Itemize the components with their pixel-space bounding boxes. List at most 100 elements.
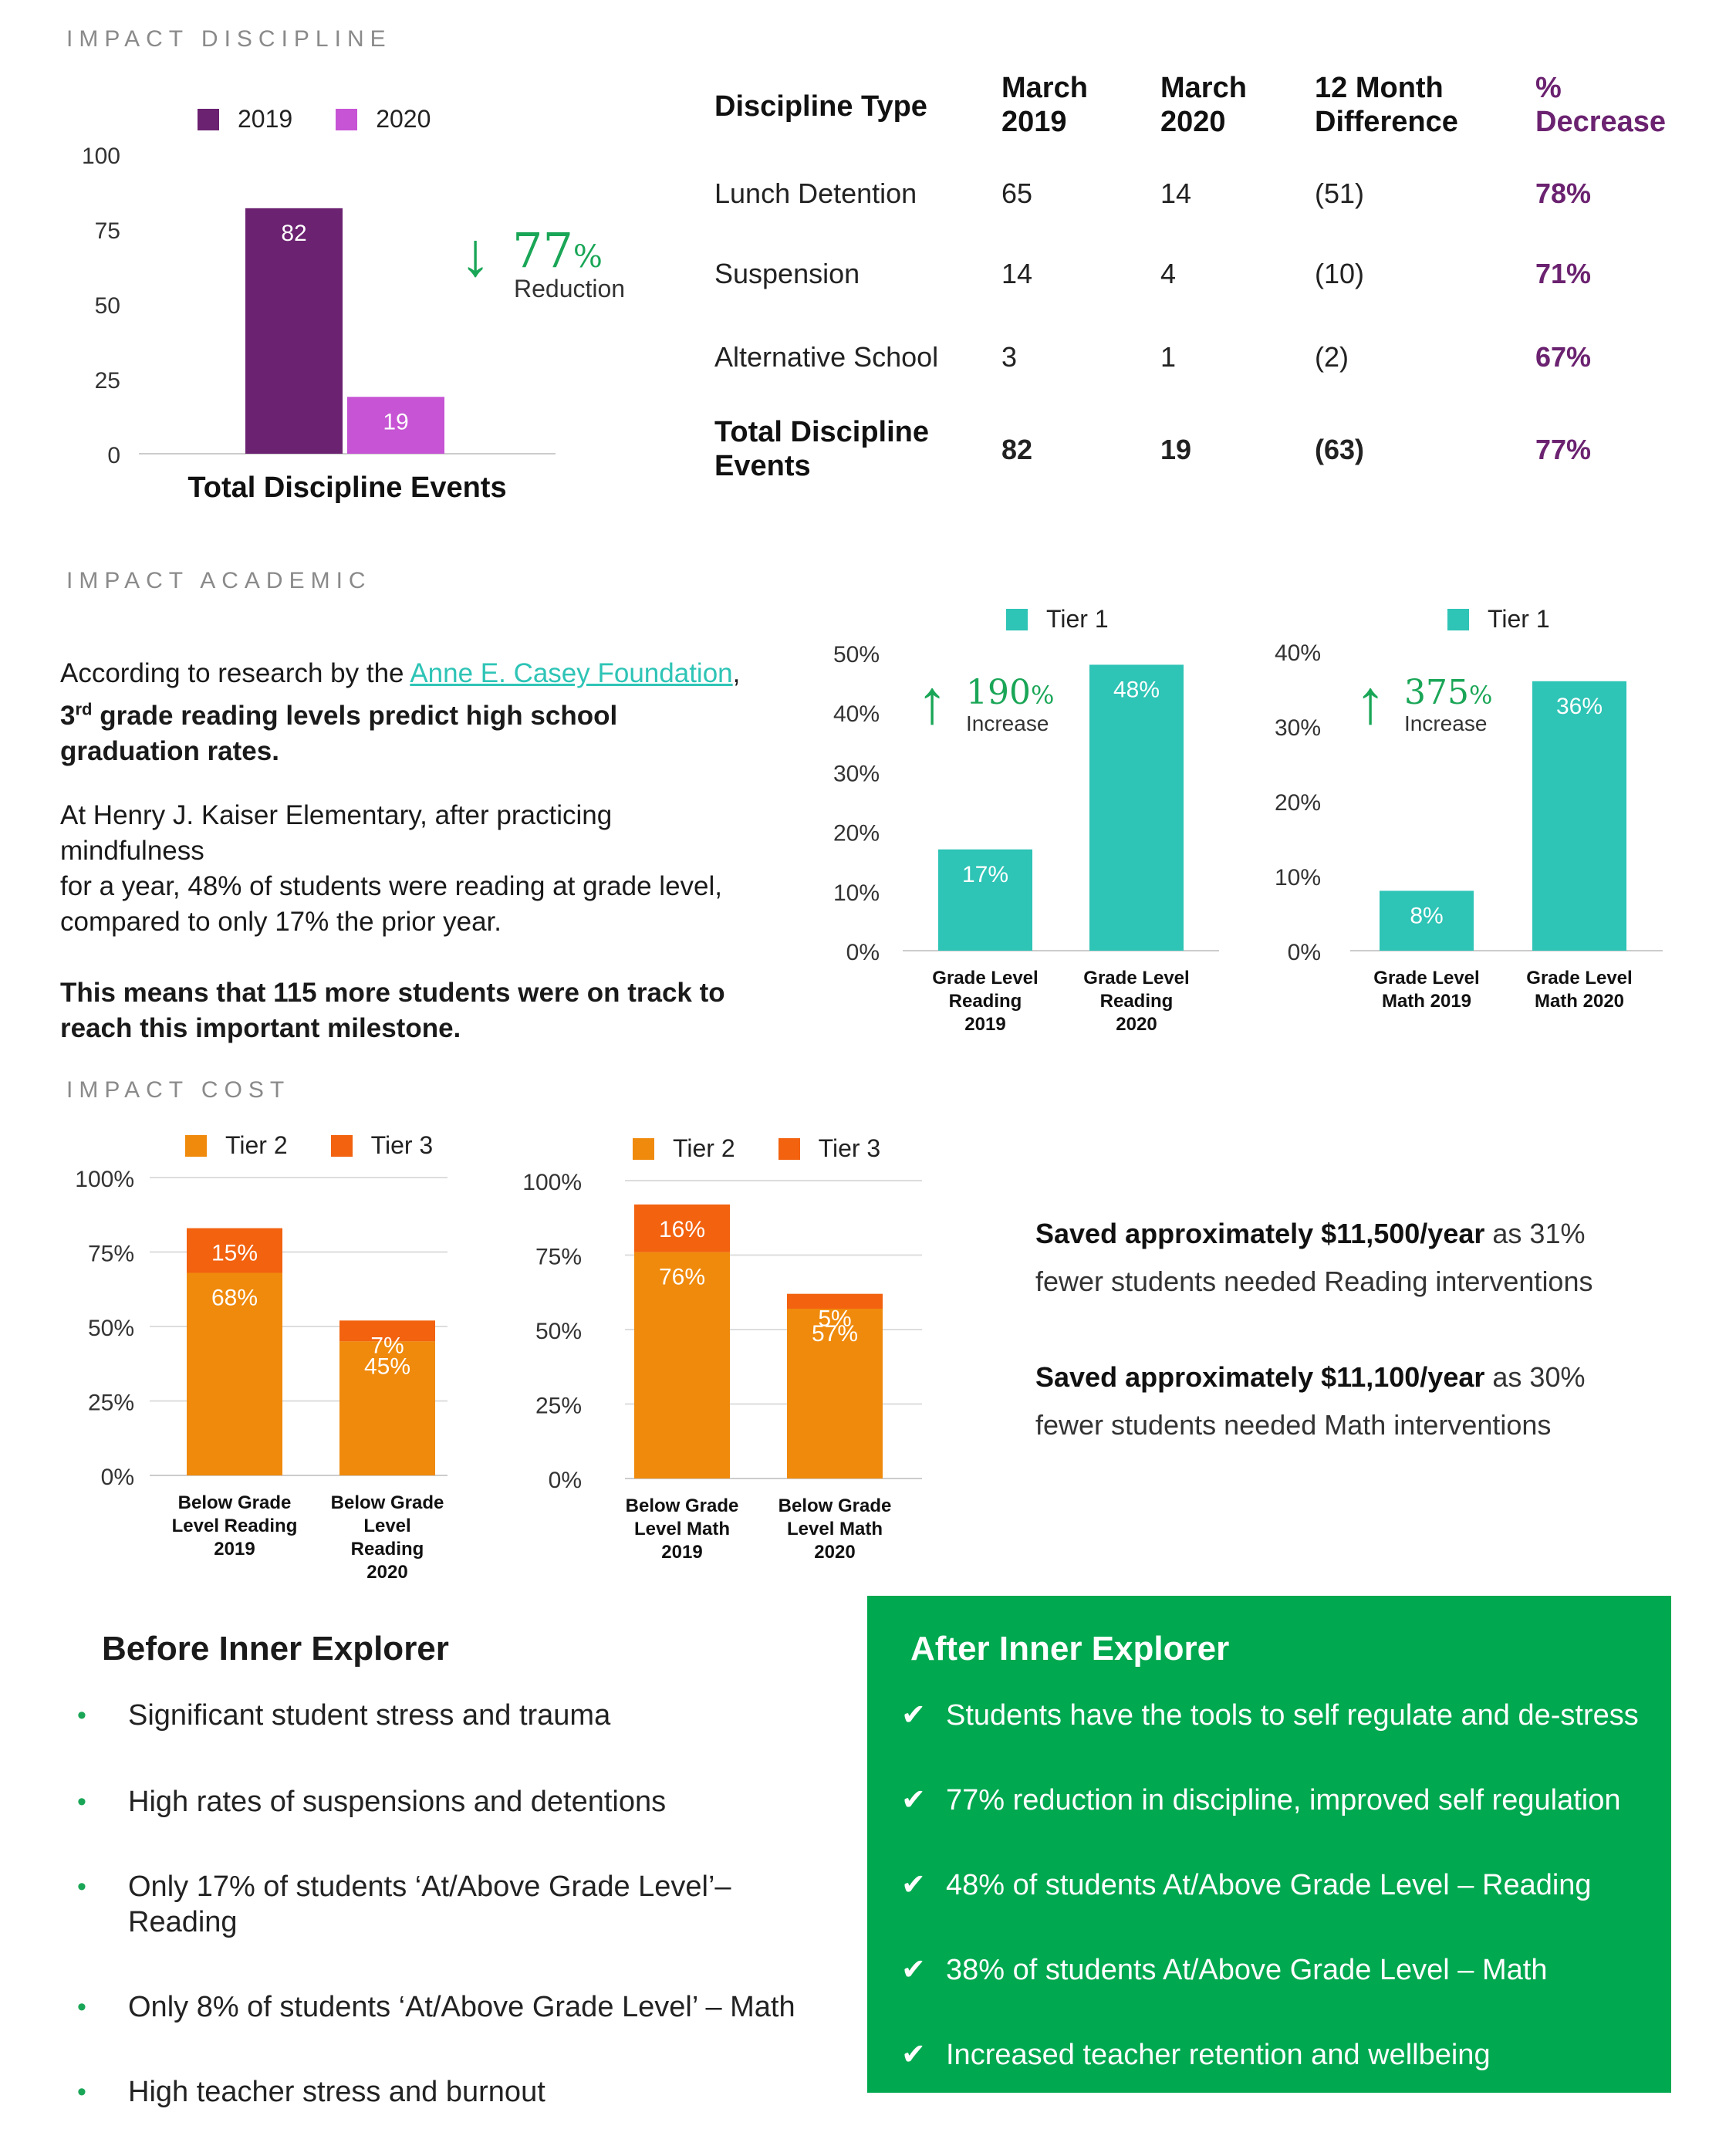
table-cell: Alternative School	[714, 341, 939, 373]
legend-swatch-tier3	[330, 1134, 353, 1157]
data-label: 7%	[370, 1333, 404, 1358]
y-tick-label: 0%	[101, 1465, 134, 1490]
y-tick-label: 0%	[549, 1468, 582, 1493]
savings-math-rest: as 30%	[1484, 1361, 1586, 1393]
data-label: 19	[383, 409, 408, 434]
legend-item-2019: 2019	[198, 105, 292, 133]
x-axis-label: Total Discipline Events	[187, 471, 506, 504]
data-label: 17%	[962, 862, 1008, 887]
category-label: 2019	[964, 1014, 1005, 1035]
bar	[1089, 664, 1184, 951]
legend-swatch-tier1	[1447, 608, 1469, 630]
table-cell-pct: 78%	[1535, 177, 1592, 209]
table-cell: 3	[1001, 341, 1018, 373]
table-cell-pct: 77%	[1535, 434, 1592, 465]
legend-label-tier2: Tier 2	[225, 1131, 288, 1159]
category-label: Below Grade	[626, 1495, 739, 1516]
discipline-table: Discipline Type March 2019 March 2020 12…	[714, 69, 1687, 502]
list-item-text: Only 17% of students ‘At/Above Grade Lev…	[128, 1870, 731, 1938]
academic-line-a: At Henry J. Kaiser Elementary, after pra…	[60, 800, 613, 866]
y-tick-label: 25%	[535, 1394, 582, 1419]
after-title: After Inner Explorer	[910, 1630, 1230, 1668]
academic-paragraph-1: According to research by the Anne E. Cas…	[60, 656, 755, 769]
data-label: 68%	[211, 1286, 258, 1311]
bar	[938, 849, 1032, 951]
y-tick-label: 75	[95, 218, 120, 244]
bullet-icon: •	[77, 1787, 86, 1816]
checkmark-icon: ✔	[901, 2039, 926, 2071]
list-item-text: Only 8% of students ‘At/Above Grade Leve…	[128, 1991, 795, 2023]
table-cell: Lunch Detention	[714, 177, 917, 209]
math-callout-unit: %	[1468, 681, 1493, 710]
category-label: Below Grade	[778, 1495, 892, 1516]
section-label-discipline: IMPACT DISCIPLINE	[66, 26, 392, 52]
table-header-pct: % Decrease	[1535, 72, 1667, 138]
table-header-2019: March 2019	[1001, 72, 1088, 138]
table-cell: 14	[1001, 258, 1033, 289]
grade-number: 3	[60, 700, 76, 731]
category-label: Level Reading	[172, 1516, 298, 1536]
y-tick-label: 20%	[833, 821, 880, 847]
data-label: 57%	[812, 1321, 858, 1347]
table-header-2020: March 2020	[1160, 72, 1247, 138]
bar-segment	[634, 1204, 730, 1252]
academic-intro: According to research by the	[60, 658, 410, 688]
y-tick-label: 50%	[88, 1316, 134, 1341]
y-tick-label: 40%	[1275, 640, 1321, 666]
category-label: Grade Level	[1373, 968, 1479, 988]
legend-item-2020: 2020	[336, 105, 431, 133]
y-tick-label: 30%	[1275, 715, 1321, 741]
legend-item-tier2: Tier 2	[633, 1134, 735, 1163]
category-label: 2020	[814, 1542, 855, 1563]
list-item-text: 48% of students At/Above Grade Level – R…	[946, 1869, 1592, 1901]
cost-math-legend: Tier 2 Tier 3	[633, 1134, 924, 1163]
bar-segment	[187, 1272, 282, 1475]
bar-segment	[787, 1293, 883, 1309]
checkmark-icon: ✔	[901, 1954, 926, 1986]
up-arrow-icon: ↑	[1355, 667, 1386, 736]
table-cell-pct: 71%	[1535, 258, 1592, 289]
table-cell: 65	[1001, 177, 1033, 209]
academic-paragraph-3: This means that 115 more students were o…	[60, 978, 725, 1043]
y-tick-label: 30%	[833, 761, 880, 786]
y-tick-label: 40%	[833, 701, 880, 727]
list-item-text: 77% reduction in discipline, improved se…	[946, 1784, 1621, 1816]
y-tick-label: 75%	[88, 1242, 134, 1267]
legend-label-tier2: Tier 2	[673, 1134, 735, 1162]
callout-number: 77	[512, 222, 573, 279]
bar	[245, 208, 343, 454]
bullet-icon: •	[77, 1992, 86, 2022]
y-tick-label: 0%	[1288, 940, 1321, 965]
table-cell: 82	[1001, 434, 1033, 465]
legend-item-tier3: Tier 3	[778, 1134, 880, 1163]
y-tick-label: 0	[107, 443, 120, 468]
checkmark-icon: ✔	[901, 1869, 926, 1901]
bar-segment	[634, 1252, 730, 1478]
table-cell: (10)	[1315, 258, 1365, 289]
bullet-icon: •	[77, 1872, 86, 1901]
legend-label-2019: 2019	[238, 105, 293, 133]
y-tick-label: 50	[95, 293, 120, 319]
category-label: Reading	[949, 991, 1022, 1012]
table-cell: (51)	[1315, 177, 1365, 209]
claim-text: grade reading levels predict high school…	[60, 700, 618, 766]
table-cell: (63)	[1315, 434, 1365, 465]
category-label: Level	[363, 1516, 410, 1536]
savings-math: Saved approximately $11,100/year as 30% …	[1035, 1353, 1699, 1449]
reading-callout-unit: %	[1030, 681, 1055, 710]
academic-comma: ,	[732, 658, 741, 688]
category-label: Grade Level	[1083, 968, 1189, 988]
legend-swatch-2019	[198, 108, 219, 130]
category-label: Level Math	[787, 1519, 883, 1539]
checkmark-icon: ✔	[901, 1784, 926, 1816]
section-label-academic: IMPACT ACADEMIC	[66, 568, 372, 593]
legend-swatch-2020	[336, 108, 358, 130]
table-cell: 1	[1160, 341, 1177, 373]
casey-foundation-link[interactable]: Anne E. Casey Foundation	[410, 658, 733, 688]
reading-callout-label: Increase	[966, 711, 1049, 735]
data-label: 76%	[659, 1265, 705, 1290]
legend-label-tier1: Tier 1	[1488, 605, 1550, 633]
grade-superscript: rd	[75, 699, 93, 718]
category-label: Math 2019	[1382, 991, 1471, 1012]
data-label: 15%	[211, 1241, 258, 1266]
